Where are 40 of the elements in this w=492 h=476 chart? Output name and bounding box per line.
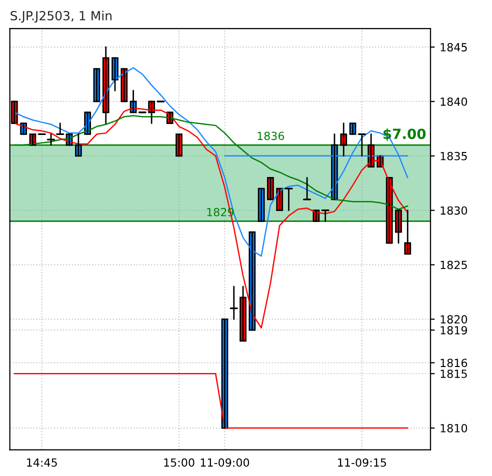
candlestick: [303, 176, 312, 200]
candlestick: [395, 210, 402, 244]
candlestick: [312, 210, 320, 222]
candlestick: [349, 122, 356, 135]
y-tick-label: 1820: [440, 315, 468, 324]
candlestick: [267, 176, 274, 200]
candlestick: [29, 133, 36, 146]
x-tick-label: 11-09:00: [200, 458, 250, 467]
candlestick: [166, 112, 174, 124]
y-tick-label: 1840: [440, 97, 468, 106]
y-tick-label: 1835: [440, 152, 467, 160]
candlestick: [284, 188, 293, 212]
y-tick-label: 1819: [440, 326, 468, 334]
y-tick-label: 1830: [440, 206, 468, 215]
candlestick: [321, 210, 330, 222]
candlestick: [358, 133, 366, 157]
y-tick-label: 1845: [440, 43, 467, 52]
candlestick: [221, 318, 228, 429]
candlestick: [46, 133, 56, 146]
candlestick: [386, 176, 393, 244]
y-tick-label: 1815: [440, 370, 467, 378]
ref-line-label: 1836: [258, 132, 284, 140]
candlestick: [20, 122, 27, 135]
candlestick: [376, 155, 384, 168]
candlestick: [120, 68, 128, 102]
candlestick: [176, 133, 182, 157]
y-tick-label: 1816: [440, 358, 468, 368]
x-tick-label: 15:00: [164, 458, 194, 467]
chart-title: S.JP.J2503, 1 Min: [10, 10, 112, 23]
x-tick-label: 11-09:15: [338, 458, 386, 467]
candlestick: [258, 188, 265, 222]
band-label: $7.00: [383, 128, 426, 141]
x-tick-label: 14:45: [27, 458, 57, 467]
candlestick: [84, 112, 92, 135]
y-tick-label: 1825: [440, 260, 467, 270]
y-tick-label: 1810: [440, 424, 468, 432]
candlestick: [56, 122, 64, 135]
candlestick: [248, 231, 256, 331]
candlestick: [93, 68, 100, 102]
candlestick: [276, 188, 284, 212]
